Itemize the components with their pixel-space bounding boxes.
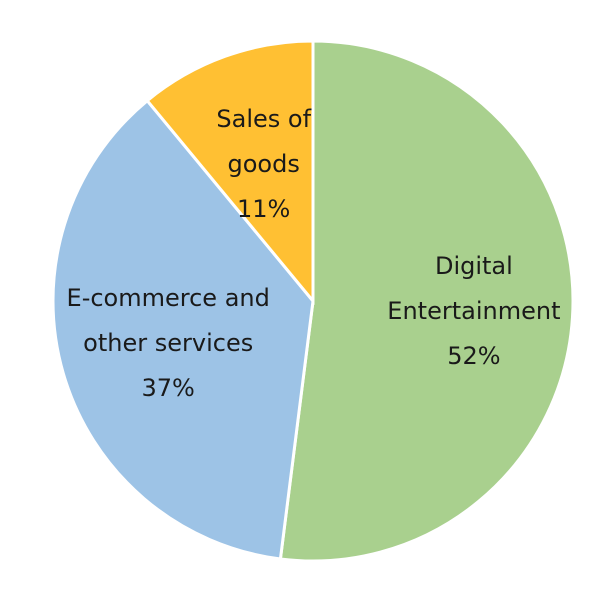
pie-slice-2	[51, 98, 315, 561]
slice-category-label: other services	[83, 329, 253, 357]
pie-slice-label-1: Digital Entertainment 52%	[387, 252, 560, 370]
pie-slice-label-2: E-commerce and other services 37%	[67, 284, 270, 402]
labels-layer: Digital Entertainment 52% E-commerce and oth…	[67, 105, 561, 402]
pie-slice-3	[145, 39, 315, 306]
slice-category-label: Entertainment	[387, 297, 560, 325]
slice-category-label: Sales of	[216, 105, 311, 133]
slice-category-label: Digital	[435, 252, 513, 280]
slice-value-label: 11%	[237, 195, 290, 223]
slice-value-label: 37%	[142, 374, 195, 402]
slice-value-label: 52%	[447, 342, 500, 370]
slices-layer	[51, 39, 575, 563]
slice-category-label: goods	[228, 150, 300, 178]
slice-category-label: E-commerce and	[67, 284, 270, 312]
pie-slice-1	[278, 39, 575, 563]
pie-slice-label-3: Sales of goods 11%	[216, 105, 311, 223]
